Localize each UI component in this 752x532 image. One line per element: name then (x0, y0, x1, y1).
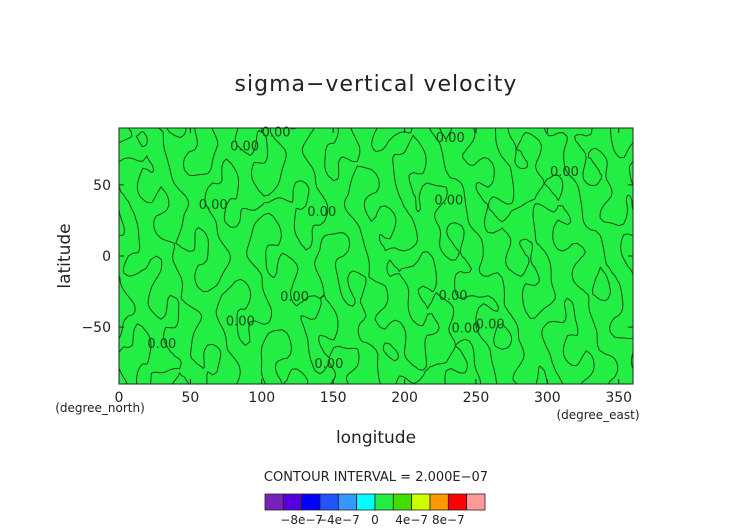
contour-lines (119, 128, 633, 384)
x-tick-label: 100 (248, 390, 275, 406)
colorbar: −8e−7−4e−7 0 4e−7 8e−7 (264, 493, 486, 527)
contour-label: 0.00 (434, 194, 463, 209)
x-unit-label: (degree_east) (556, 408, 639, 422)
contour-labels: 0.000.000.000.000.00 0.000.000.00 0.000.00… (147, 125, 579, 372)
contour-label: 0.00 (436, 131, 465, 146)
contour-label: 0.00 (476, 317, 505, 332)
colorbar-swatch (319, 493, 339, 511)
contour-label: 0.00 (199, 198, 228, 213)
colorbar-swatch (301, 493, 321, 511)
contour-label: 0.00 (147, 337, 176, 352)
x-axis: 0 50 100 150 200 250 300 350 (115, 128, 632, 406)
contour-label: 0.00 (550, 165, 579, 180)
colorbar-label: −4e−7 (317, 513, 360, 527)
plot-area: 0.000.000.000.000.00 0.000.000.00 0.000.00… (118, 125, 634, 385)
x-tick-label: 250 (463, 390, 490, 406)
contour-label: 0.00 (230, 139, 259, 154)
colorbar-swatch (392, 493, 413, 511)
x-tick-label: 0 (115, 390, 124, 406)
contour-label: 0.00 (439, 289, 468, 304)
x-axis-label: longitude (336, 428, 416, 448)
contour-label: 0.00 (307, 205, 336, 220)
contour-label: 0.00 (262, 125, 291, 140)
y-unit-label: (degree_north) (55, 401, 145, 415)
colorbar-label: 8e−7 (432, 513, 465, 527)
y-tick-label: 50 (93, 178, 111, 194)
zero-contour (119, 128, 633, 384)
x-tick-label: 300 (534, 390, 561, 406)
x-tick-label: 150 (320, 390, 347, 406)
x-tick-label: 350 (605, 390, 632, 406)
colorbar-swatch (282, 493, 303, 511)
colorbar-swatch (337, 493, 358, 511)
contour-label: 0.00 (451, 322, 480, 337)
colorbar-swatch (466, 493, 486, 511)
colorbar-swatch (447, 493, 468, 511)
chart-title: sigma−vertical velocity (235, 72, 518, 97)
colorbar-label: 0 (371, 513, 379, 527)
colorbar-swatch (411, 493, 431, 511)
colorbar-swatch (356, 493, 376, 511)
y-axis: −50 0 50 (81, 178, 633, 336)
y-tick-label: −50 (81, 320, 111, 336)
colorbar-swatch (429, 493, 449, 511)
colorbar-label: 4e−7 (395, 513, 428, 527)
contour-label: 0.00 (280, 290, 309, 305)
x-tick-label: 200 (391, 390, 418, 406)
contour-label: 0.00 (226, 314, 255, 329)
colorbar-label: −8e−7 (280, 513, 323, 527)
colorbar-swatch (264, 493, 284, 511)
y-tick-label: 0 (102, 249, 111, 265)
contour-label: 0.00 (314, 357, 343, 372)
colorbar-swatch (374, 493, 394, 511)
y-axis-label: latitude (55, 223, 75, 288)
x-tick-label: 50 (181, 390, 199, 406)
contour-interval-text: CONTOUR INTERVAL = 2.000E−07 (264, 470, 488, 485)
